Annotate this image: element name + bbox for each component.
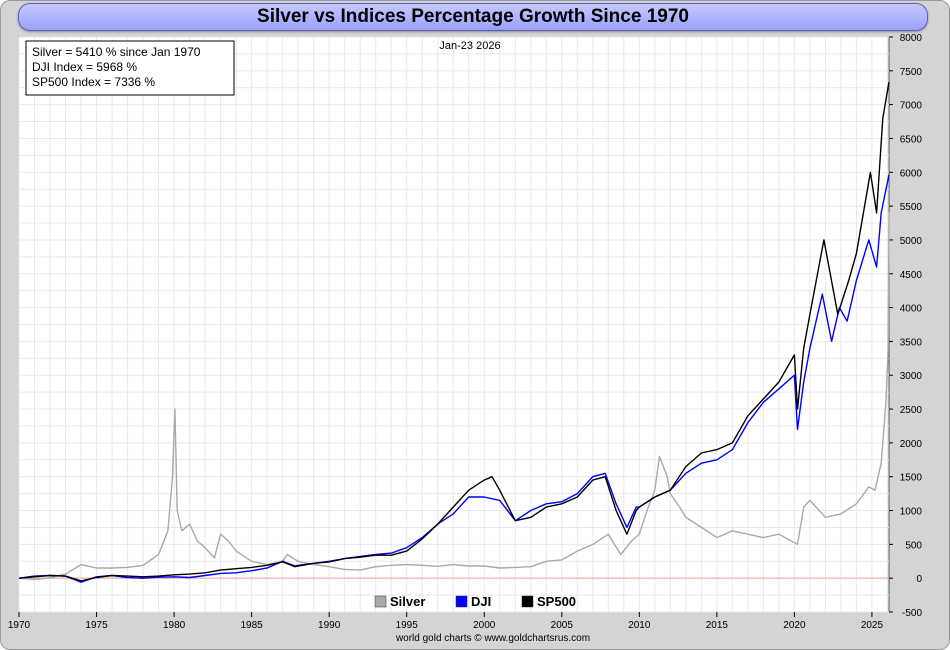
grid-lines xyxy=(18,36,889,613)
x-tick-label: 1980 xyxy=(163,620,186,631)
info-line: DJI Index = 5968 % xyxy=(32,60,137,74)
legend-label-sp500: SP500 xyxy=(537,594,576,609)
footer-credit: world gold charts © www.goldchartsrus.co… xyxy=(395,633,590,644)
series-line-sp500 xyxy=(18,81,890,582)
legend-label-silver: Silver xyxy=(390,594,425,609)
x-tick-label: 1985 xyxy=(240,620,263,631)
date-label: Jan-23 2026 xyxy=(439,40,500,52)
y-tick-label: 3000 xyxy=(900,371,923,382)
info-line: SP500 Index = 7336 % xyxy=(32,75,155,89)
y-tick-label: 2500 xyxy=(900,405,923,416)
legend-swatch-silver xyxy=(374,595,387,608)
y-tick-label: 6000 xyxy=(900,168,923,179)
y-tick-label: 500 xyxy=(905,540,922,551)
y-tick-label: 1000 xyxy=(900,507,923,518)
y-tick-label: 7500 xyxy=(900,67,923,78)
axes: 1970 1975 1980 1985 1990 1995 2000 2005 2010 2015… xyxy=(8,33,923,631)
chart-title: Silver vs Indices Percentage Growth Sinc… xyxy=(18,3,928,31)
series-lines xyxy=(18,81,890,583)
y-tick-label: 4500 xyxy=(900,270,923,281)
y-tick-label: -500 xyxy=(902,608,922,619)
x-tick-label: 2025 xyxy=(861,620,884,631)
legend-swatch-sp500 xyxy=(521,595,534,608)
x-tick-label: 2010 xyxy=(628,620,651,631)
x-tick-label: 2005 xyxy=(551,620,574,631)
y-tick-label: 5000 xyxy=(900,236,923,247)
info-line: Silver = 5410 % since Jan 1970 xyxy=(32,45,201,59)
legend-swatch-dji xyxy=(455,595,468,608)
info-box-border xyxy=(25,40,235,96)
x-tick-label: 2000 xyxy=(473,620,496,631)
series-line-silver xyxy=(18,212,890,581)
y-tick-label: 0 xyxy=(916,574,922,585)
y-tick-label: 4000 xyxy=(900,304,923,315)
legend-label-dji: DJI xyxy=(471,594,491,609)
y-tick-label: 6500 xyxy=(900,134,923,145)
series-line-dji xyxy=(18,174,890,583)
x-tick-label: 1995 xyxy=(396,620,419,631)
x-tick-label: 2020 xyxy=(783,620,806,631)
y-tick-label: 8000 xyxy=(900,33,923,44)
x-tick-label: 1970 xyxy=(8,620,31,631)
y-tick-label: 3500 xyxy=(900,337,923,348)
x-tick-label: 2015 xyxy=(706,620,729,631)
y-tick-label: 7000 xyxy=(900,101,923,112)
x-tick-label: 1975 xyxy=(85,620,108,631)
y-tick-label: 5500 xyxy=(900,202,923,213)
y-tick-label: 1500 xyxy=(900,473,923,484)
legend: Silver DJI SP500 xyxy=(374,594,576,609)
x-tick-label: 1990 xyxy=(318,620,341,631)
y-tick-label: 2000 xyxy=(900,439,923,450)
